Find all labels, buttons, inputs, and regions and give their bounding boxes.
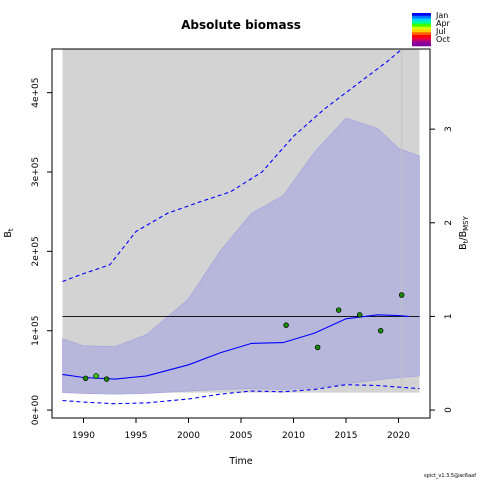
observation-point: [93, 373, 99, 379]
y2-tick-label: 1: [444, 314, 454, 320]
x-tick-label: 1990: [72, 431, 95, 441]
legend-swatch: [412, 13, 431, 17]
y-tick-label: 3e+05: [31, 157, 41, 187]
legend-swatch: [412, 40, 431, 44]
legend-swatch: [412, 15, 431, 19]
observation-point: [103, 376, 110, 382]
y2-tick-label: 2: [444, 220, 454, 226]
legend-swatch: [412, 35, 431, 39]
y2-axis-label-msy: MSY: [462, 215, 470, 230]
y-tick-label: 0e+00: [31, 395, 41, 426]
y2-axis-label-mid: /B: [458, 231, 469, 241]
legend-swatch: [412, 37, 431, 41]
y-tick-label: 4e+05: [31, 78, 41, 108]
plot-area: [62, 49, 420, 405]
legend-label: Jul: [435, 27, 446, 36]
x-tick-label: 1995: [125, 431, 148, 441]
chart-title: Absolute biomass: [181, 18, 301, 32]
ci-line-2: [62, 384, 420, 405]
y-axis-left: 0e+00 1e+05 2e+05 3e+05 4e+05: [31, 78, 52, 426]
x-axis: 1990 1995 2000 2005 2010 2015 2020: [72, 418, 410, 441]
legend-swatch: [412, 21, 431, 25]
x-axis-label: Time: [228, 456, 252, 467]
legend-swatch: [412, 32, 431, 36]
y-tick-label: 2e+05: [31, 236, 41, 266]
observation-point: [335, 307, 342, 313]
y-axis-label: Bt: [3, 228, 15, 238]
y-axis-label-sub: t: [7, 228, 15, 231]
legend-swatch: [412, 29, 431, 33]
x-tick-label: 2005: [230, 431, 253, 441]
legend-swatch: [412, 18, 431, 22]
y2-axis-label-b: B: [458, 243, 469, 250]
bmsy-band: [62, 117, 420, 395]
observation-point: [82, 375, 89, 382]
y-tick-label: 1e+05: [31, 316, 41, 346]
observation-point: [377, 327, 384, 334]
x-tick-label: 2000: [177, 431, 200, 441]
x-tick-label: 2010: [282, 431, 305, 441]
legend-swatch: [412, 26, 431, 30]
footer-version: spict_v1.3.5@ac6aaf: [424, 473, 476, 479]
y2-axis-label: Bt/BMSY: [458, 215, 470, 249]
x-tick-label: 2020: [387, 431, 410, 441]
observation-point: [314, 344, 321, 351]
legend-label: Jan: [435, 11, 448, 20]
y2-tick-label: 3: [444, 126, 454, 132]
legend-label: Oct: [436, 35, 450, 44]
legend-label: Apr: [436, 19, 451, 28]
y-axis-label-main: B: [3, 231, 14, 238]
estimate-line: [62, 314, 410, 380]
observation-point: [398, 292, 405, 298]
y2-tick-label: 0: [444, 407, 454, 413]
y-axis-right: 0 1 2 3: [430, 126, 454, 413]
y2-axis-label-t: t: [462, 240, 470, 243]
legend-swatch: [412, 43, 431, 47]
observation-point: [356, 312, 363, 318]
x-tick-label: 2015: [335, 431, 358, 441]
legend-swatch: [412, 24, 431, 28]
ci-line-1: [62, 49, 403, 283]
observation-point: [283, 322, 289, 328]
